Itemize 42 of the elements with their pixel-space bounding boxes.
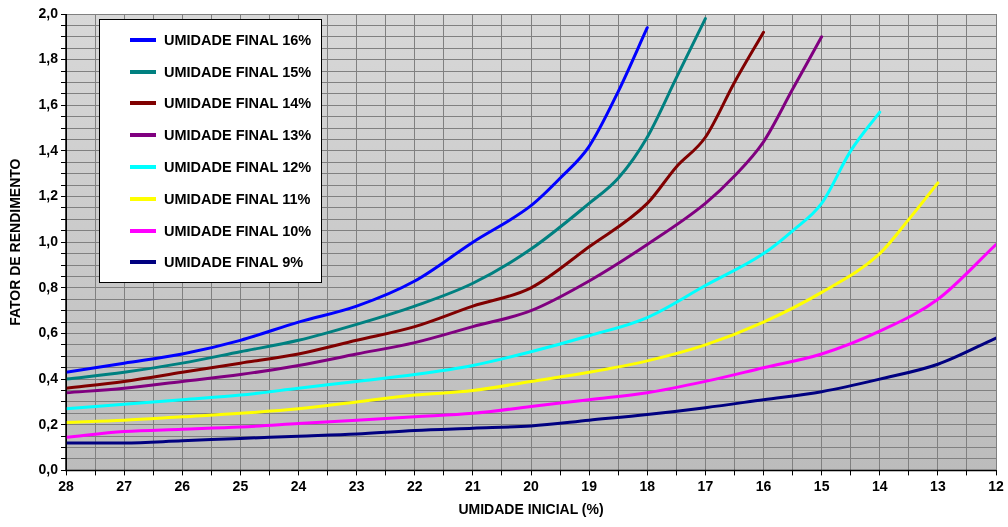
legend-label: UMIDADE FINAL 14% [164,95,312,112]
y-tick-label: 1,4 [38,141,59,158]
legend-label: UMIDADE FINAL 9% [164,254,304,271]
x-tick-label: 15 [813,477,830,494]
y-axis-title: FATOR DE RENDIMENTO [7,158,24,326]
y-tick-label: 1,0 [38,233,59,250]
x-tick-label: 13 [930,477,946,494]
x-tick-label: 20 [523,477,539,494]
line-series [66,242,996,439]
x-tick-label: 16 [755,477,772,494]
y-tick-label: 1,8 [38,50,59,67]
y-tick-label: 0,8 [38,278,59,295]
y-tick-label: 2,0 [38,4,59,21]
x-tick-label: 21 [465,477,481,494]
x-tick-label: 26 [174,477,191,494]
x-tick-label: 24 [290,477,307,494]
y-tick-label: 1,6 [38,96,59,113]
x-axis-title: UMIDADE INICIAL (%) [458,501,604,518]
x-tick-label: 14 [871,477,888,494]
x-tick-label: 27 [116,477,133,494]
y-tick-label: 0,0 [38,461,59,478]
y-tick-label: 0,4 [38,369,59,386]
line-series [66,110,882,411]
line-series [66,336,996,445]
y-tick-label: 0,6 [38,324,59,341]
x-tick-label: 12 [988,477,1004,494]
x-tick-label: 23 [348,477,365,494]
x-tick-label: 25 [232,477,249,494]
legend-label: UMIDADE FINAL 13% [164,127,312,144]
y-tick-label: 1,2 [38,187,59,204]
x-tick-label: 18 [639,477,656,494]
line-series [66,181,940,424]
x-tick-label: 17 [697,477,714,494]
y-tick-label: 0,2 [38,415,59,432]
x-tick-label: 19 [581,477,598,494]
x-tick-label: 22 [406,477,423,494]
legend-label: UMIDADE FINAL 11% [164,190,311,207]
x-tick-label: 28 [58,477,74,494]
legend-label: UMIDADE FINAL 10% [164,222,312,239]
legend-label: UMIDADE FINAL 16% [164,31,312,48]
legend-label: UMIDADE FINAL 12% [164,159,312,176]
legend-label: UMIDADE FINAL 15% [164,63,312,80]
